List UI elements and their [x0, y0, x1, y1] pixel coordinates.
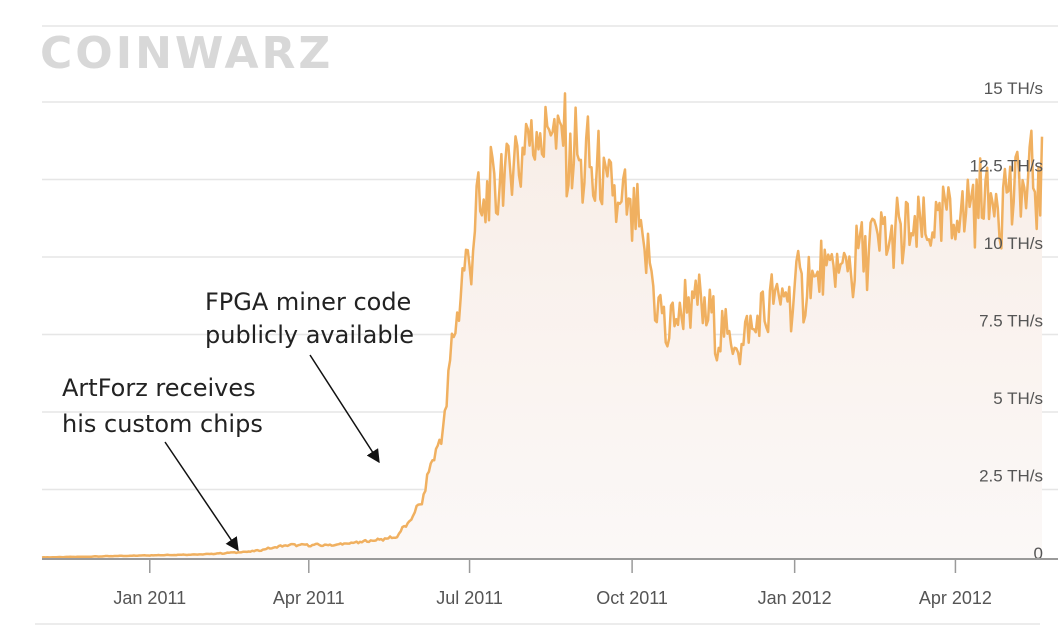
area-layer	[41, 92, 1044, 560]
x-tick-label: Jul 2011	[436, 588, 503, 608]
x-tick-label: Jan 2012	[758, 588, 832, 608]
annotation-text: publicly available	[205, 321, 414, 349]
y-tick-label: 10 TH/s	[984, 234, 1043, 253]
annotation-text: ArtForz receives	[62, 374, 256, 402]
y-tick-label: 0	[1034, 544, 1043, 563]
x-tick-label: Jan 2011	[113, 588, 186, 608]
x-tick-label: Oct 2011	[596, 588, 668, 608]
y-tick-label: 15 TH/s	[984, 79, 1043, 98]
y-tick-label: 2.5 TH/s	[979, 467, 1043, 486]
x-axis: Jan 2011 Apr 2011 Jul 2011 Oct 2011 Jan 2012…	[35, 558, 1058, 625]
annotation-arrow	[164, 441, 239, 552]
area-fill	[42, 93, 1042, 560]
series-line	[41, 92, 1044, 559]
y-tick-labels: 0 2.5 TH/s 5 TH/s 7.5 TH/s 10 TH/s 12.5 TH/s 1…	[970, 79, 1043, 563]
y-tick-label: 12.5 TH/s	[970, 157, 1043, 176]
annotations: FPGA miner code publicly available ArtForz…	[62, 288, 414, 552]
annotation-text: his custom chips	[62, 410, 263, 438]
annotation-arrow	[309, 354, 380, 464]
coinwarz-logo: COINWARZ	[40, 28, 334, 79]
x-tick-label: Apr 2011	[273, 588, 345, 608]
annotation-text: FPGA miner code	[205, 288, 411, 316]
x-tick-label: Apr 2012	[919, 588, 992, 608]
y-tick-label: 5 TH/s	[993, 389, 1043, 408]
y-tick-label: 7.5 TH/s	[979, 312, 1043, 331]
